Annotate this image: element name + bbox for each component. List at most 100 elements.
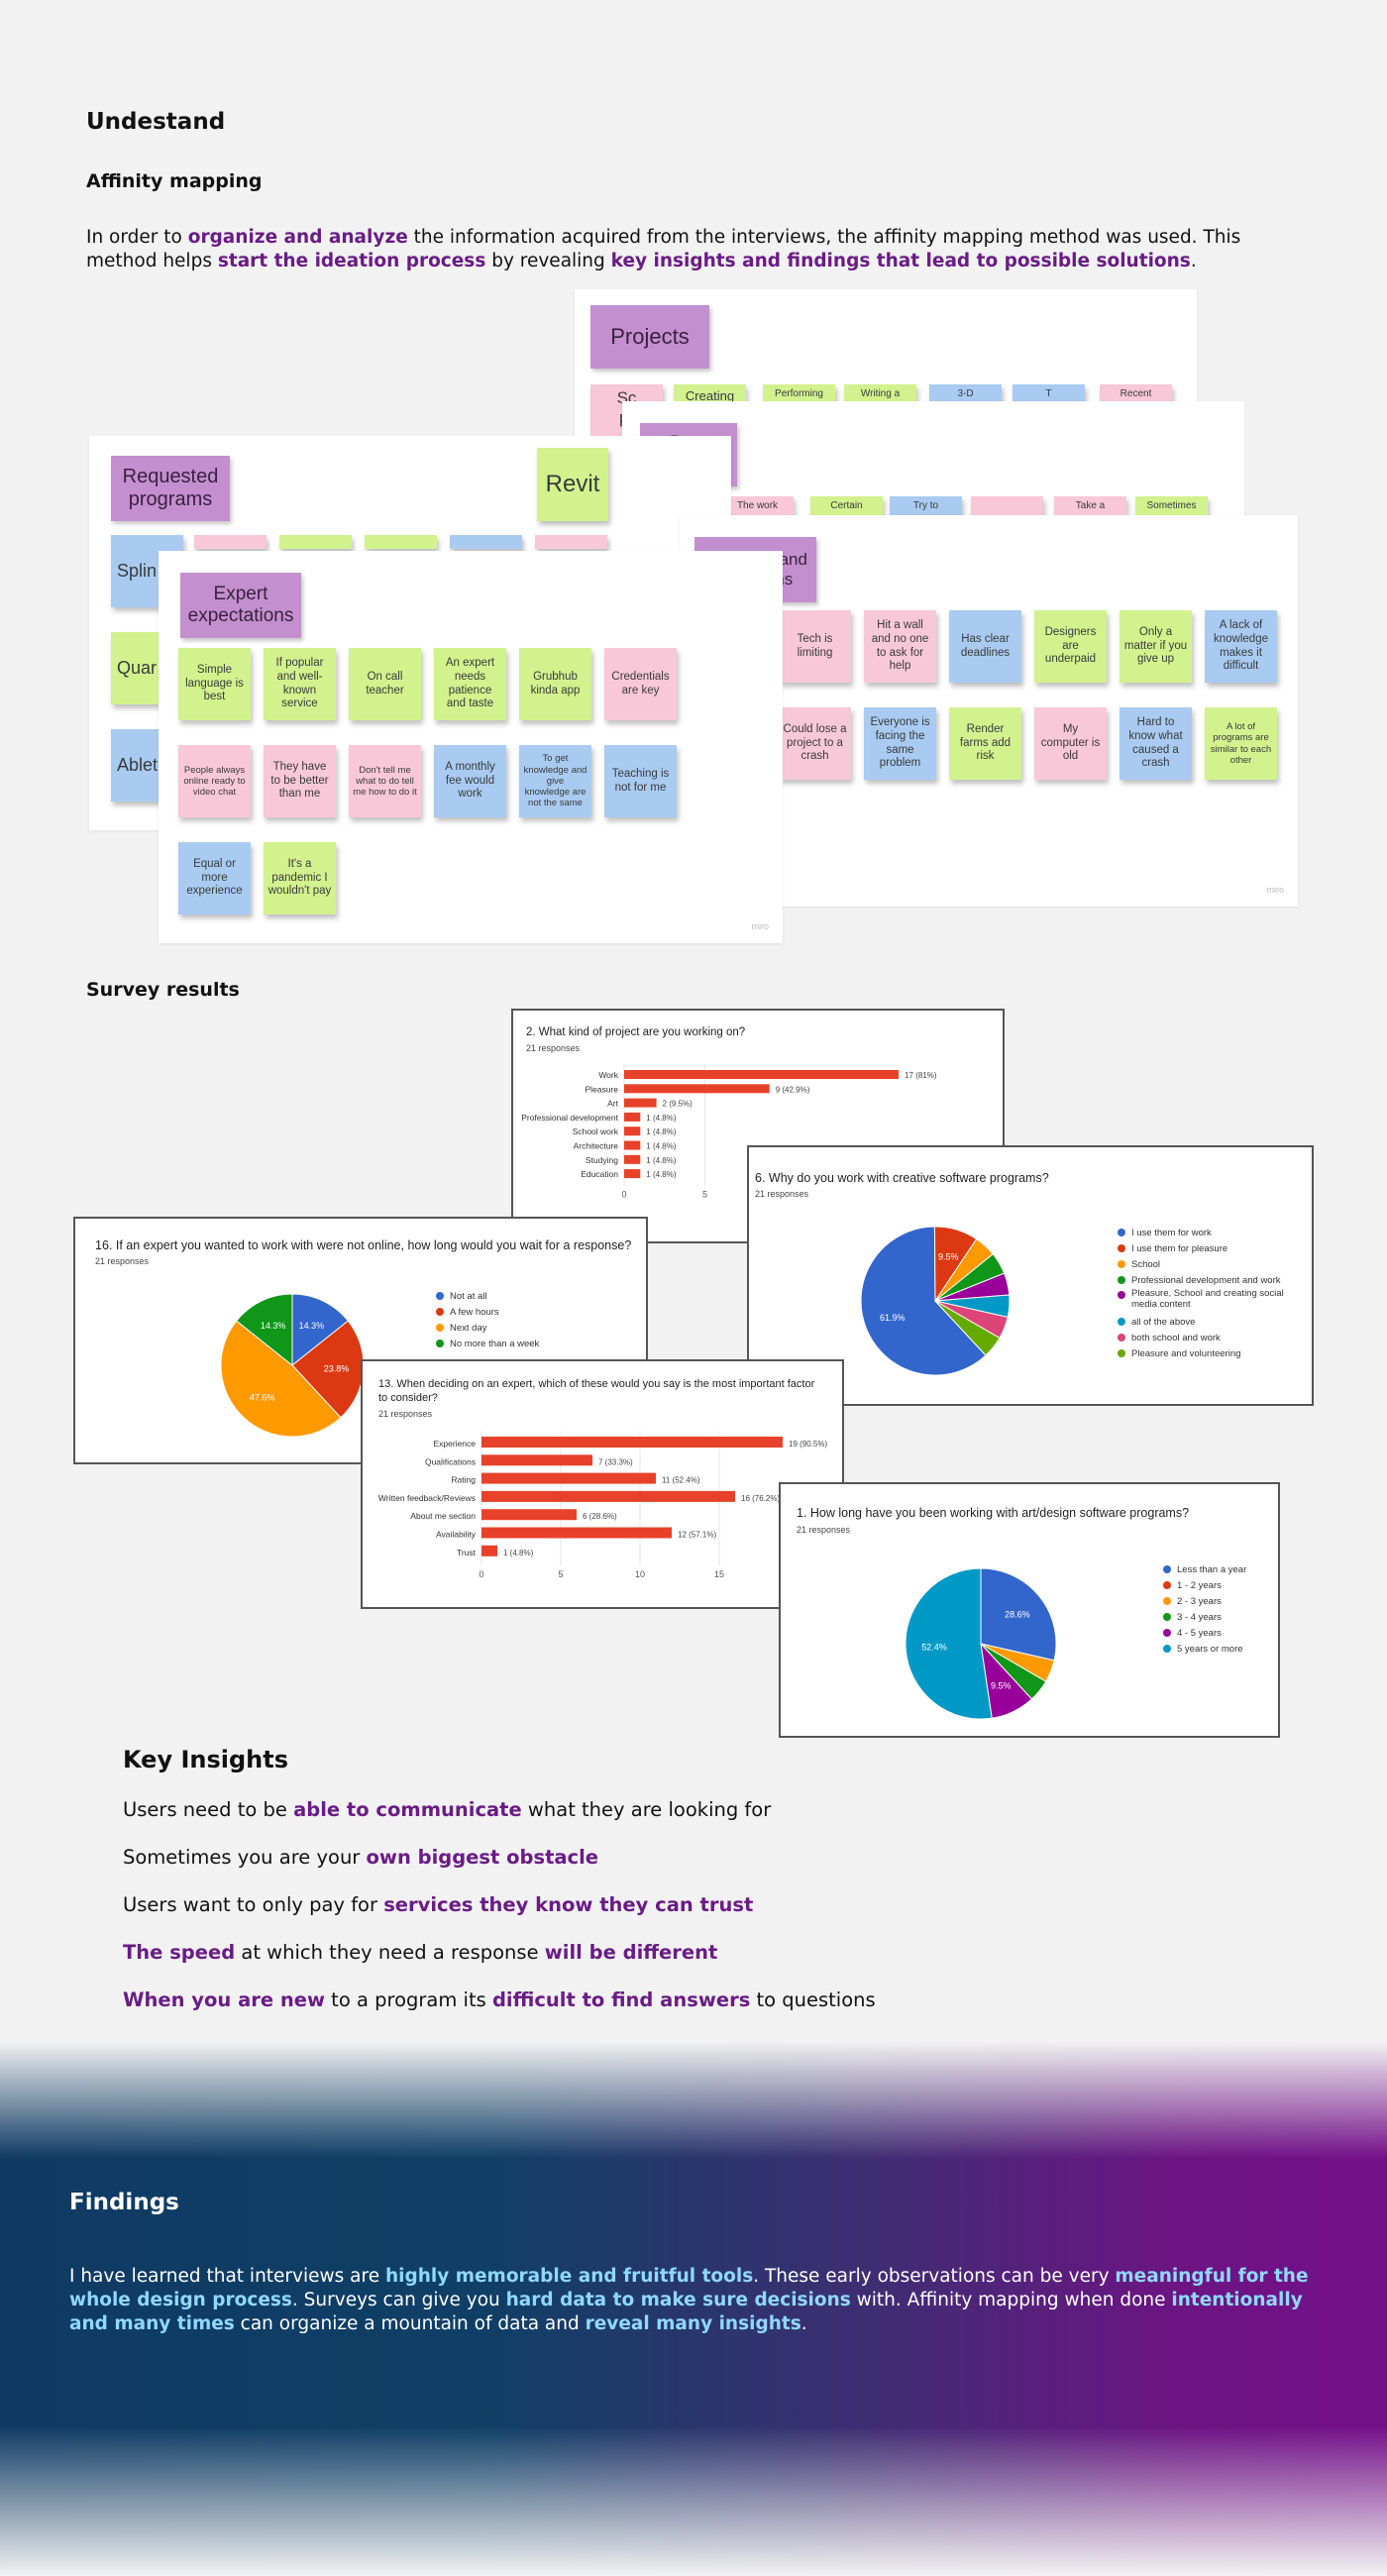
q1-responses: 21 responses [797, 1525, 851, 1535]
slice-label: 28.6% [1005, 1610, 1030, 1620]
bar-value-label: 1 (4.8%) [503, 1549, 534, 1557]
findings-section: Findings I have learned that interviews … [0, 2041, 1387, 2576]
bar [624, 1169, 641, 1179]
q2-responses: 21 responses [526, 1043, 581, 1053]
page-title: Undestand [86, 109, 226, 135]
text-span: Users want to only pay for [123, 1893, 384, 1916]
insight-item: Users want to only pay for services they… [123, 1892, 1014, 1940]
sticky-note: Render farms add risk [949, 707, 1021, 780]
sticky-note: To get knowledge and give knowledge are … [519, 745, 591, 817]
sticky-note: A monthly fee would work [434, 745, 506, 817]
sticky-note: Hard to know what caused a crash [1120, 707, 1192, 780]
highlight-text: key insights and findings that lead to p… [610, 251, 1191, 271]
legend-item: 3 - 4 years [1163, 1609, 1272, 1625]
legend-label: 4 - 5 years [1177, 1627, 1222, 1639]
legend-item: 2 - 3 years [1163, 1593, 1272, 1609]
text-span: to a program its [324, 1988, 492, 2011]
legend-swatch [1118, 1260, 1125, 1268]
q1-title: 1. How long have you been working with a… [797, 1506, 1190, 1520]
board-title-projects: Projects [590, 305, 709, 369]
bar [624, 1112, 641, 1122]
legend-label: Less than a year [1177, 1563, 1247, 1575]
sticky-note: Designers are underpaid [1034, 610, 1107, 683]
legend-swatch [1163, 1613, 1171, 1621]
bar [481, 1454, 592, 1466]
bar-value-label: 16 (76.2%) [741, 1494, 780, 1503]
findings-heading: Findings [69, 2190, 179, 2215]
tick-label: 15 [714, 1569, 724, 1579]
category-label: Rating [451, 1475, 476, 1485]
sticky-note: It's a pandemic I wouldn't pay [264, 842, 336, 914]
highlight-text: difficult to find answers [491, 1988, 751, 2011]
sticky-note: My computer is old [1034, 707, 1107, 780]
legend-label: No more than a week [450, 1338, 540, 1349]
legend-swatch [1163, 1565, 1171, 1573]
sticky-note: Don't tell me what to do tell me how to … [349, 745, 421, 817]
highlight-text: intentionally and many times [69, 2290, 1303, 2334]
text-span: . [1190, 251, 1197, 271]
sticky-note: They have to be better than me [264, 745, 336, 817]
slice-label: 23.8% [324, 1363, 350, 1373]
category-label: Work [598, 1070, 618, 1080]
text-span: by revealing [485, 251, 611, 271]
legend-item: 5 years or more [1163, 1641, 1272, 1657]
insight-item: Sometimes you are your own biggest obsta… [123, 1845, 1014, 1892]
bar [624, 1070, 900, 1079]
miro-watermark: miro [1266, 885, 1285, 895]
sticky-note: Equal or more experience [178, 842, 251, 914]
board-title-expert: Expert expectations [180, 573, 301, 638]
legend-label: both school and work [1131, 1332, 1221, 1343]
slice-label: 61.9% [880, 1313, 906, 1323]
text-span: . Surveys can give you [291, 2290, 506, 2310]
legend-label: A few hours [450, 1306, 499, 1318]
highlight-text: meaningful for the whole design process [69, 2266, 1309, 2310]
miro-watermark: miro [751, 921, 770, 931]
legend-item: Not at all [436, 1288, 634, 1304]
pie-slice [220, 1320, 342, 1438]
text-span: with. Affinity mapping when done [850, 2290, 1172, 2310]
slice-label: 9.5% [991, 1681, 1012, 1691]
legend-label: I use them for work [1131, 1227, 1212, 1238]
legend-swatch [1118, 1291, 1125, 1299]
highlight-text: services they know they can trust [383, 1893, 754, 1916]
category-label: Experience [433, 1439, 476, 1449]
highlight-text: will be different [544, 1941, 718, 1964]
bar-value-label: 1 (4.8%) [646, 1170, 677, 1179]
slice-label: 47.6% [250, 1393, 275, 1403]
pie-slice [905, 1567, 993, 1720]
bar-value-label: 1 (4.8%) [646, 1114, 677, 1123]
sticky-note: Could lose a project to a crash [779, 707, 851, 780]
sticky-note: Has clear deadlines [949, 610, 1021, 683]
highlight-text: highly memorable and fruitful tools [384, 2266, 754, 2287]
legend-label: 1 - 2 years [1177, 1579, 1222, 1591]
legend-item: Next day [436, 1320, 634, 1336]
insight-item: When you are new to a program its diffic… [123, 1987, 1014, 2035]
pie-slice [934, 1300, 1001, 1356]
bar [481, 1509, 577, 1521]
text-span: Users need to be [123, 1798, 294, 1821]
bar-value-label: 9 (42.9%) [776, 1085, 810, 1094]
q1-legend: Less than a year 1 - 2 years 2 - 3 years 3 … [1163, 1561, 1272, 1657]
bar-value-label: 11 (52.4%) [662, 1476, 700, 1485]
bar [481, 1437, 783, 1448]
text-span: Sometimes you are your [123, 1846, 367, 1869]
survey-card-q1: 1. How long have you been working with a… [779, 1482, 1280, 1738]
bar [624, 1127, 641, 1136]
legend-label: I use them for pleasure [1131, 1242, 1228, 1254]
q16-responses: 21 responses [95, 1256, 150, 1266]
category-label: Art [607, 1099, 619, 1109]
category-label: Architecture [574, 1141, 619, 1151]
legend-label: Pleasure, School and creating social med… [1131, 1288, 1284, 1310]
slice-label: 9.5% [938, 1251, 959, 1261]
tick-label: 0 [479, 1569, 483, 1579]
legend-item: both school and work [1118, 1330, 1306, 1345]
legend-item: School [1118, 1256, 1306, 1272]
q6-legend: I use them for work I use them for pleasu… [1118, 1225, 1306, 1361]
insight-item: Users need to be able to communicate wha… [123, 1797, 1014, 1845]
legend-label: Pleasure and volunteering [1131, 1347, 1241, 1359]
bar [624, 1084, 770, 1094]
sticky-note: Credentials are key [604, 648, 677, 720]
bar [481, 1545, 497, 1556]
legend-item: Professional development and work [1118, 1272, 1306, 1288]
legend-swatch [436, 1308, 444, 1316]
